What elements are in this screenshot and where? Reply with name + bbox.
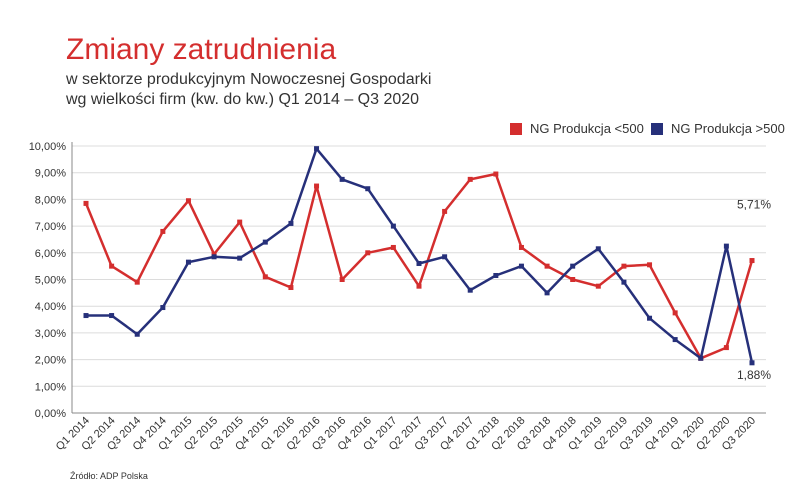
legend-item-large-firms: NG Produkcja >500 <box>651 121 785 136</box>
data-point <box>595 246 601 252</box>
data-point <box>185 259 191 265</box>
y-tick-label: 8,00% <box>35 194 66 206</box>
data-point <box>493 272 499 278</box>
data-point <box>365 250 371 256</box>
data-point <box>109 263 115 269</box>
data-point <box>570 263 576 269</box>
data-point <box>672 337 678 343</box>
data-point <box>723 345 729 351</box>
data-point <box>211 251 217 257</box>
legend-swatch-navy <box>651 122 663 135</box>
data-point <box>314 146 320 152</box>
data-point <box>160 228 166 234</box>
data-point <box>749 360 755 366</box>
data-point <box>134 331 140 337</box>
data-label: 1,88% <box>737 368 771 382</box>
data-point <box>134 279 140 285</box>
data-point <box>237 219 243 225</box>
data-point <box>647 262 653 268</box>
y-tick-label: 0,00% <box>35 408 66 420</box>
data-point <box>570 277 576 282</box>
data-point <box>390 223 396 229</box>
data-point <box>237 255 243 261</box>
data-point <box>723 243 729 249</box>
data-point <box>467 176 473 182</box>
data-label: 5,71% <box>737 198 771 212</box>
legend-label-large-firms: NG Produkcja >500 <box>671 121 785 136</box>
data-point <box>83 200 89 206</box>
data-point <box>544 290 550 296</box>
data-point <box>749 258 755 264</box>
data-point <box>314 183 320 189</box>
chart-subtitle-line1: w sektorze produkcyjnym Nowoczesnej Gosp… <box>66 71 432 88</box>
legend-item-small-firms: NG Produkcja <500 <box>510 121 644 136</box>
data-point <box>544 263 550 269</box>
data-point <box>467 287 473 293</box>
data-point <box>262 274 268 280</box>
data-point <box>493 171 499 177</box>
data-point <box>416 283 422 289</box>
data-point <box>339 277 345 282</box>
legend-swatch-red <box>510 122 522 135</box>
data-point <box>288 285 294 291</box>
data-point <box>416 260 422 266</box>
y-tick-label: 2,00% <box>35 355 66 367</box>
data-point <box>185 198 191 204</box>
data-point <box>518 263 524 269</box>
y-tick-label: 7,00% <box>35 221 66 233</box>
y-tick-label: 10,00% <box>29 141 67 153</box>
data-point <box>339 176 345 182</box>
source-note: Źródło: ADP Polska <box>70 471 148 481</box>
chart-subtitle-line2: wg wielkości firm (kw. do kw.) Q1 2014 –… <box>66 91 420 108</box>
data-point <box>160 305 166 311</box>
data-point <box>518 244 524 250</box>
y-tick-label: 1,00% <box>35 381 66 393</box>
data-point <box>621 263 627 269</box>
data-point <box>109 313 115 319</box>
data-point <box>595 283 601 289</box>
data-point <box>211 254 217 260</box>
data-point <box>442 208 448 214</box>
y-tick-label: 6,00% <box>35 248 66 260</box>
data-point <box>698 355 704 361</box>
y-tick-label: 5,00% <box>35 275 66 287</box>
data-point <box>288 220 294 226</box>
data-point <box>365 186 371 192</box>
y-tick-label: 3,00% <box>35 328 66 340</box>
data-point <box>672 310 678 316</box>
data-point <box>390 244 396 250</box>
data-point <box>442 254 448 260</box>
y-tick-label: 4,00% <box>35 301 66 313</box>
y-tick-label: 9,00% <box>35 168 66 180</box>
legend-label-small-firms: NG Produkcja <500 <box>530 121 644 136</box>
data-point <box>621 279 627 285</box>
data-point <box>647 315 653 321</box>
data-point <box>83 313 89 319</box>
chart-title: Zmiany zatrudnienia <box>66 33 337 66</box>
series-line <box>86 147 754 364</box>
data-point <box>262 239 268 245</box>
